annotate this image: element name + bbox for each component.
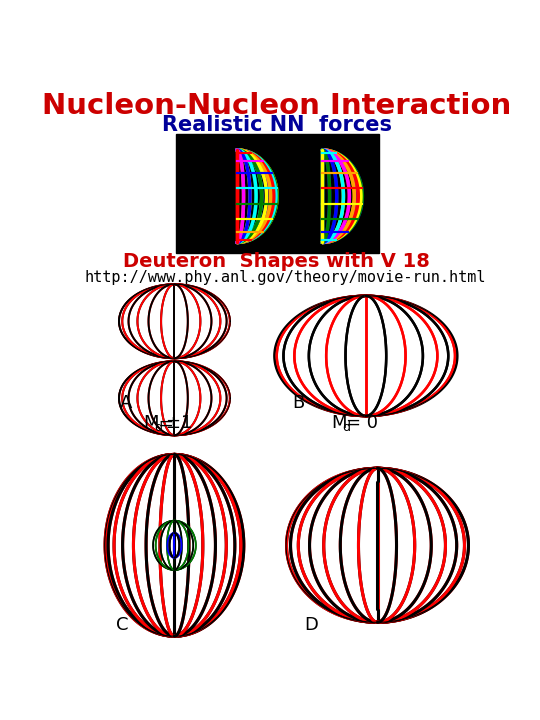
Text: =: = bbox=[158, 414, 173, 432]
Bar bbox=[176, 134, 379, 253]
Text: Deuteron  Shapes with V 18: Deuteron Shapes with V 18 bbox=[123, 253, 430, 271]
Text: M: M bbox=[144, 414, 159, 432]
Text: C: C bbox=[116, 616, 128, 634]
Text: d: d bbox=[342, 420, 350, 433]
Text: Realistic NN  forces: Realistic NN forces bbox=[162, 115, 392, 135]
Text: = 0: = 0 bbox=[346, 414, 377, 432]
Text: d: d bbox=[154, 420, 163, 433]
Text: http://www.phy.anl.gov/theory/movie-run.html: http://www.phy.anl.gov/theory/movie-run.… bbox=[85, 270, 486, 285]
Text: $\pm$1: $\pm$1 bbox=[165, 414, 192, 432]
Text: D: D bbox=[304, 616, 318, 634]
Text: Nucleon-Nucleon Interaction: Nucleon-Nucleon Interaction bbox=[42, 91, 511, 120]
Text: A: A bbox=[120, 395, 133, 413]
Text: B: B bbox=[292, 395, 305, 413]
Text: M: M bbox=[331, 414, 347, 432]
